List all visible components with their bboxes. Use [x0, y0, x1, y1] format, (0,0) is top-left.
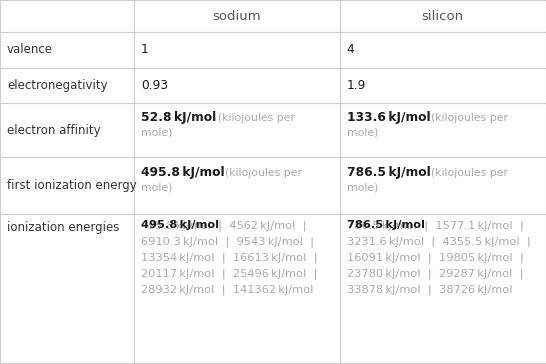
Text: 1.9: 1.9	[347, 79, 366, 92]
Text: 3231.6 kJ/mol  |  4355.5 kJ/mol  |: 3231.6 kJ/mol | 4355.5 kJ/mol |	[347, 236, 531, 247]
Text: 1: 1	[141, 43, 149, 56]
Text: 786.5 kJ/mol  |  1577.1 kJ/mol  |: 786.5 kJ/mol | 1577.1 kJ/mol |	[347, 220, 524, 231]
Text: 495.8 kJ/mol: 495.8 kJ/mol	[141, 220, 219, 230]
Text: mole): mole)	[141, 127, 172, 137]
Text: electronegativity: electronegativity	[7, 79, 108, 92]
Text: electron affinity: electron affinity	[7, 124, 100, 137]
Text: 786.5 kJ/mol: 786.5 kJ/mol	[347, 166, 430, 179]
Text: ionization energies: ionization energies	[7, 221, 120, 234]
Text: (kilojoules per: (kilojoules per	[225, 169, 302, 178]
Text: 786.5 kJ/mol: 786.5 kJ/mol	[347, 220, 425, 230]
Text: 28932 kJ/mol  |  141362 kJ/mol: 28932 kJ/mol | 141362 kJ/mol	[141, 284, 313, 295]
Text: silicon: silicon	[422, 9, 464, 23]
Text: (kilojoules per: (kilojoules per	[431, 113, 508, 123]
Text: (kilojoules per: (kilojoules per	[218, 113, 295, 123]
Text: sodium: sodium	[212, 9, 261, 23]
Text: 6910.3 kJ/mol  |  9543 kJ/mol  |: 6910.3 kJ/mol | 9543 kJ/mol |	[141, 236, 314, 247]
Text: 52.8 kJ/mol: 52.8 kJ/mol	[141, 111, 216, 124]
Text: 4: 4	[347, 43, 354, 56]
Text: valence: valence	[7, 43, 53, 56]
Text: 495.8 kJ/mol: 495.8 kJ/mol	[141, 166, 224, 179]
Text: 133.6 kJ/mol: 133.6 kJ/mol	[347, 111, 430, 124]
Text: 16091 kJ/mol  |  19805 kJ/mol  |: 16091 kJ/mol | 19805 kJ/mol |	[347, 252, 524, 263]
Text: 13354 kJ/mol  |  16613 kJ/mol  |: 13354 kJ/mol | 16613 kJ/mol |	[141, 252, 317, 263]
Text: 33878 kJ/mol  |  38726 kJ/mol: 33878 kJ/mol | 38726 kJ/mol	[347, 284, 512, 295]
Text: mole): mole)	[347, 127, 378, 137]
Text: 495.8 kJ/mol  |  4562 kJ/mol  |: 495.8 kJ/mol | 4562 kJ/mol |	[141, 220, 306, 231]
Text: mole): mole)	[347, 182, 378, 192]
Text: mole): mole)	[141, 182, 172, 192]
Text: 0.93: 0.93	[141, 79, 168, 92]
Text: 20117 kJ/mol  |  25496 kJ/mol  |: 20117 kJ/mol | 25496 kJ/mol |	[141, 268, 317, 279]
Text: (kilojoules per: (kilojoules per	[431, 169, 508, 178]
Text: first ionization energy: first ionization energy	[7, 179, 137, 192]
Text: 23780 kJ/mol  |  29287 kJ/mol  |: 23780 kJ/mol | 29287 kJ/mol |	[347, 268, 523, 279]
